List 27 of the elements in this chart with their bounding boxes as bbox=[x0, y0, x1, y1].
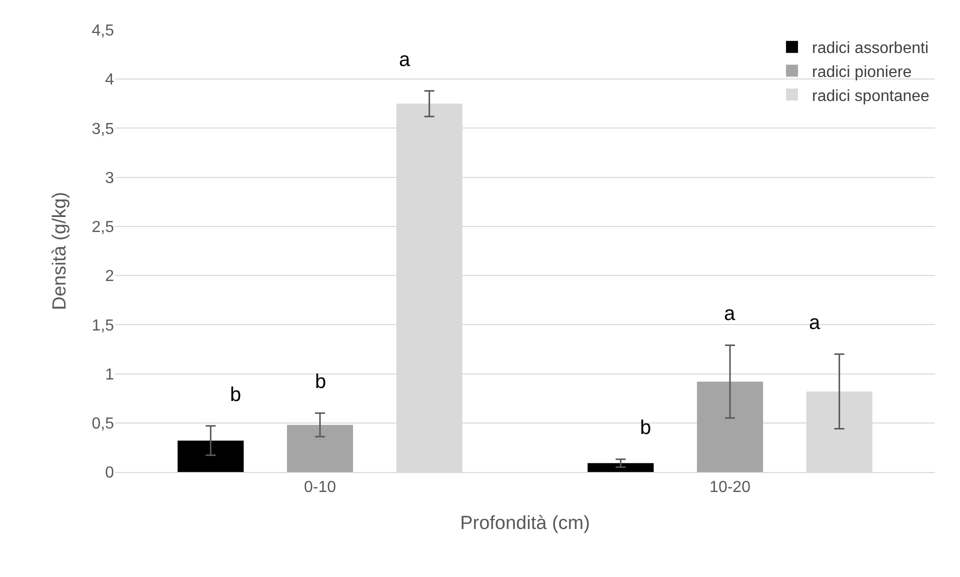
y-tick-label: 1,5 bbox=[92, 317, 114, 334]
annotation: b bbox=[230, 384, 242, 406]
annotation: b bbox=[640, 417, 652, 439]
y-tick-label: 0 bbox=[105, 464, 114, 482]
x-axis-title: Profondità (cm) bbox=[460, 513, 590, 534]
x-tick-label: 10-20 bbox=[710, 479, 751, 496]
y-tick-label: 2 bbox=[105, 268, 114, 286]
annotation: a bbox=[399, 49, 411, 71]
y-tick-label: 4,5 bbox=[92, 22, 114, 40]
legend-label: radici assorbenti bbox=[812, 40, 928, 58]
annotation: b bbox=[315, 371, 326, 393]
bar bbox=[696, 382, 764, 472]
y-tick-label: 2,5 bbox=[92, 219, 114, 236]
y-tick-label: 4 bbox=[105, 72, 114, 89]
y-tick-label: 1 bbox=[105, 366, 114, 384]
y-tick-label: 3 bbox=[105, 170, 114, 187]
annotation: a bbox=[724, 303, 736, 325]
annotation: a bbox=[809, 312, 821, 334]
y-axis-title: Densità (g/kg) bbox=[50, 192, 71, 310]
x-tick-label: 0-10 bbox=[304, 479, 336, 496]
legend-label: radici spontanee bbox=[812, 88, 930, 105]
y-tick-label: 3,5 bbox=[92, 120, 114, 138]
y-tick-label: 0,5 bbox=[92, 415, 114, 432]
bar bbox=[588, 463, 654, 472]
bar bbox=[286, 424, 354, 472]
legend-label: radici pioniere bbox=[812, 64, 912, 81]
bar bbox=[178, 440, 244, 472]
